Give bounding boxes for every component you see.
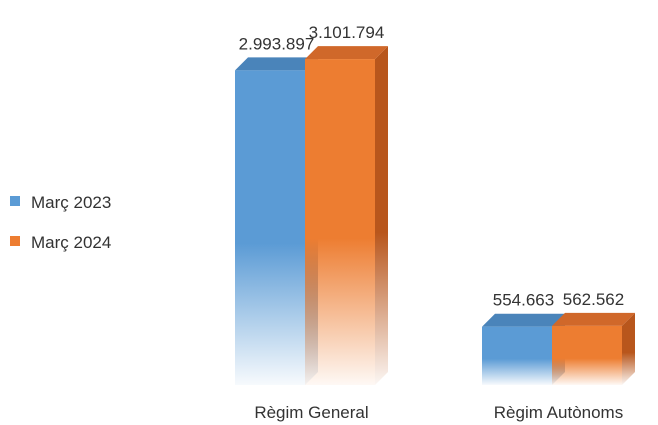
bar-1-0 (482, 313, 565, 385)
value-label-0-0: 2.993.897 (239, 34, 315, 53)
bar-side-0-1 (375, 46, 388, 386)
bar-top-1-1 (552, 312, 635, 326)
bar-front-1-1 (552, 325, 622, 385)
bar-front-1-0 (482, 326, 552, 385)
bar-front-0-0 (235, 70, 305, 385)
category-labels-group: Règim General Règim Autònoms (254, 403, 623, 422)
legend-swatch-series-1 (10, 236, 20, 246)
legend: Març 2023 Març 2024 (10, 193, 111, 252)
bar-front-0-1 (305, 59, 375, 386)
bar-1-1 (552, 312, 635, 385)
category-label-1: Règim Autònoms (494, 403, 623, 422)
legend-label-series-0: Març 2023 (31, 193, 111, 212)
bar-top-0-0 (235, 57, 318, 71)
category-label-0: Règim General (254, 403, 368, 422)
legend-label-series-1: Març 2024 (31, 233, 111, 252)
value-label-1-0: 554.663 (493, 291, 554, 310)
legend-swatch-series-0 (10, 196, 20, 206)
bar-top-0-1 (305, 46, 388, 60)
bars-group (235, 46, 635, 386)
bar-0-1 (305, 46, 388, 386)
value-label-0-1: 3.101.794 (309, 23, 385, 42)
bar-side-1-1 (622, 312, 635, 385)
value-label-1-1: 562.562 (563, 290, 624, 309)
bar-top-1-0 (482, 313, 565, 327)
